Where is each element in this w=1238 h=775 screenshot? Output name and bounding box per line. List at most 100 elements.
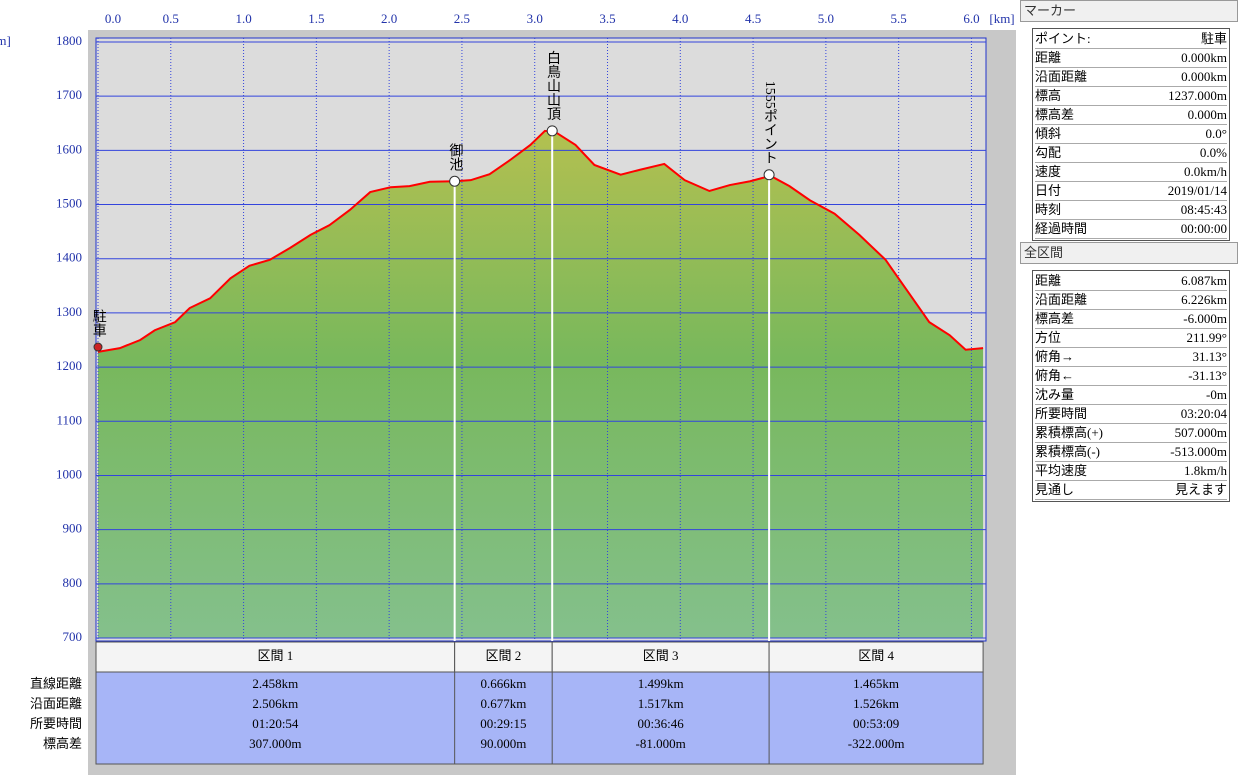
y-tick-label: 800 xyxy=(63,575,83,590)
panel-value: 0.0km/h xyxy=(1184,164,1227,179)
panel-key: 距離 xyxy=(1035,273,1062,288)
panel-value: 1237.000m xyxy=(1168,88,1227,103)
y-tick-label: 1600 xyxy=(56,141,82,156)
panel-row: 累積標高(+) 507.000m xyxy=(1035,424,1227,443)
segment-value: 0.677km xyxy=(480,696,526,711)
segment-value: 01:20:54 xyxy=(252,716,299,731)
y-unit: [m] xyxy=(0,33,11,48)
panel-key: 累積標高(-) xyxy=(1035,444,1100,459)
panel-body: 距離 6.087km 沿面距離 6.226km 標高差 -6.000m 方位 211.99° 俯… xyxy=(1032,270,1230,502)
x-tick-label: 4.0 xyxy=(672,11,688,26)
panel-value: 211.99° xyxy=(1186,330,1227,345)
panel-row: 距離 0.000km xyxy=(1035,49,1227,68)
panel-row: 日付 2019/01/14 xyxy=(1035,182,1227,201)
y-tick-label: 1200 xyxy=(56,358,82,373)
y-tick-label: 1500 xyxy=(56,196,82,211)
panel-row: 見通し 見えます xyxy=(1035,481,1227,500)
waypoint-label: 白鳥山山頂 xyxy=(545,51,561,121)
y-tick-label: 1800 xyxy=(56,33,82,48)
panel-value: 0.000m xyxy=(1187,107,1227,122)
panel-value: 6.087km xyxy=(1181,273,1227,288)
panel-key: 平均速度 xyxy=(1035,463,1088,478)
row-label: 沿面距離 xyxy=(30,696,82,711)
panel-row: 累積標高(-) -513.000m xyxy=(1035,443,1227,462)
x-unit: [km] xyxy=(989,11,1014,26)
row-label: 所要時間 xyxy=(30,716,82,731)
panel-key: 方位 xyxy=(1035,330,1062,345)
panel-value: 0.000km xyxy=(1181,69,1227,84)
panel-value: 6.226km xyxy=(1181,292,1227,307)
x-tick-label: 6.0 xyxy=(963,11,979,26)
panel-key: 時刻 xyxy=(1035,202,1062,217)
y-tick-label: 1700 xyxy=(56,87,82,102)
panel-row: 傾斜 0.0° xyxy=(1035,125,1227,144)
panel-key: 速度 xyxy=(1035,164,1062,179)
segment-value: 1.465km xyxy=(853,676,899,691)
segment-value: 307.000m xyxy=(249,736,301,751)
panel-value: 507.000m xyxy=(1174,425,1227,440)
segment-header-label: 区間 2 xyxy=(486,648,522,663)
panel-row: 標高差 0.000m xyxy=(1035,106,1227,125)
panel-key: 傾斜 xyxy=(1035,126,1062,141)
panel-value: -31.13° xyxy=(1188,368,1227,383)
panel-value: 00:00:00 xyxy=(1180,221,1227,236)
waypoint xyxy=(763,169,775,181)
segment-value: 2.458km xyxy=(252,676,298,691)
panel-row: 沈み量 -0m xyxy=(1035,386,1227,405)
waypoint xyxy=(449,175,461,187)
panel-row: 勾配 0.0% xyxy=(1035,144,1227,163)
panel-key: 所要時間 xyxy=(1035,406,1088,421)
area-fill xyxy=(98,130,984,638)
segment-value: 00:53:09 xyxy=(853,716,899,731)
panel-row: 時刻 08:45:43 xyxy=(1035,201,1227,220)
waypoint-label: 御池 xyxy=(447,143,463,171)
row-label: 標高差 xyxy=(43,736,82,751)
panel-value: -0m xyxy=(1206,387,1227,402)
panel-row: 距離 6.087km xyxy=(1035,272,1227,291)
panel-row: 経過時間 00:00:00 xyxy=(1035,220,1227,239)
panel-key: ポイント: xyxy=(1035,31,1091,46)
panel-title: 全区間 xyxy=(1020,242,1238,264)
panel-key: 沈み量 xyxy=(1035,387,1075,402)
panel-value: 1.8km/h xyxy=(1184,463,1227,478)
segment-header xyxy=(551,641,770,673)
panel-row: 標高差 -6.000m xyxy=(1035,310,1227,329)
panel-body: ポイント: 駐車 距離 0.000km 沿面距離 0.000km 標高 1237.000m 標高… xyxy=(1032,28,1230,241)
panel-value: 駐車 xyxy=(1200,31,1227,46)
segment-header-label: 区間 1 xyxy=(257,648,293,663)
x-tick-label: 1.5 xyxy=(308,11,324,26)
segment-header-label: 区間 3 xyxy=(643,648,679,663)
segment-value: 1.526km xyxy=(853,696,899,711)
x-tick-label: 3.0 xyxy=(527,11,543,26)
summary-panel: 全区間 距離 6.087km 沿面距離 6.226km 標高差 -6.000m 方位 211.… xyxy=(1020,242,1238,502)
panel-title: マーカー xyxy=(1020,0,1238,22)
panel-value: 03:20:04 xyxy=(1180,406,1227,421)
segment-value: 2.506km xyxy=(252,696,298,711)
x-tick-label: 1.0 xyxy=(235,11,251,26)
panel-row: 俯角→ 31.13° xyxy=(1035,348,1227,367)
y-tick-label: 700 xyxy=(63,629,83,644)
segment-value: 1.517km xyxy=(638,696,684,711)
panel-key: 俯角→ xyxy=(1035,349,1075,364)
panel-row: ポイント: 駐車 xyxy=(1035,30,1227,49)
y-tick-label: 1000 xyxy=(56,466,82,481)
panel-key: 沿面距離 xyxy=(1035,292,1088,307)
panel-value: -513.000m xyxy=(1170,444,1227,459)
segment-value: -81.000m xyxy=(636,736,686,751)
panel-key: 沿面距離 xyxy=(1035,69,1088,84)
panel-row: 速度 0.0km/h xyxy=(1035,163,1227,182)
panel-value: 0.0° xyxy=(1205,126,1227,141)
x-tick-label: 0.5 xyxy=(163,11,179,26)
x-tick-label: 2.5 xyxy=(454,11,470,26)
segment-header xyxy=(454,641,553,673)
panel-value: 31.13° xyxy=(1192,349,1227,364)
segment-value: 90.000m xyxy=(480,736,526,751)
panel-row: 沿面距離 0.000km xyxy=(1035,68,1227,87)
panel-value: -6.000m xyxy=(1183,311,1227,326)
panel-value: 2019/01/14 xyxy=(1167,183,1227,198)
segment-header xyxy=(768,641,984,673)
panel-key: 見通し xyxy=(1035,482,1075,497)
waypoint xyxy=(546,125,558,137)
x-tick-label: 0.0 xyxy=(105,11,121,26)
panel-key: 経過時間 xyxy=(1035,221,1088,236)
